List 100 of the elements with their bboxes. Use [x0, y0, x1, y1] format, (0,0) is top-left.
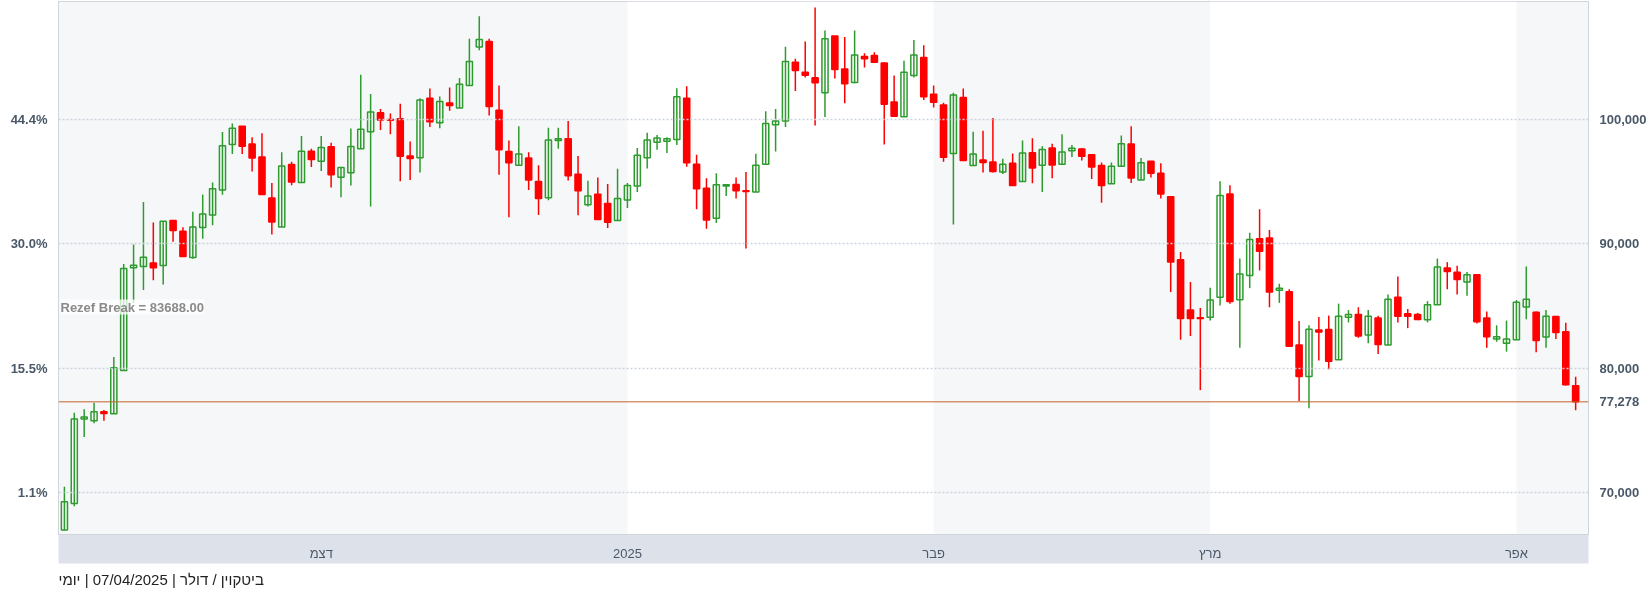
- candlestick: [1028, 137, 1037, 185]
- y2-tick-label: 15.5%: [10, 360, 48, 376]
- candlestick: [1097, 161, 1106, 204]
- candlestick: [603, 183, 612, 229]
- candlestick: [821, 29, 829, 118]
- candlestick: [1186, 281, 1195, 337]
- y2-tick-label: 30.0%: [10, 236, 48, 252]
- candlestick: [613, 168, 622, 222]
- x-tick-label: אפר: [1504, 545, 1528, 561]
- candlestick: [998, 158, 1007, 175]
- candlestick: [366, 93, 375, 208]
- candlestick: [80, 408, 88, 438]
- y2-tick-label: 44.4%: [10, 112, 48, 128]
- candlestick: [189, 210, 197, 260]
- candlestick: [139, 201, 148, 291]
- candlestick: [771, 108, 780, 153]
- candlestick: [989, 117, 997, 174]
- candlestick: [248, 136, 256, 173]
- candlestick: [722, 184, 731, 197]
- candlestick: [1482, 310, 1491, 349]
- candlestick: [742, 171, 750, 250]
- candlestick: [752, 152, 760, 193]
- candlestick: [514, 125, 523, 166]
- candlestick: [110, 356, 118, 415]
- candlestick: [90, 401, 98, 425]
- candlestick: [840, 36, 849, 104]
- x-tick-label: דצמ: [309, 545, 333, 561]
- candlestick: [1018, 139, 1027, 183]
- candlestick: [1068, 144, 1076, 158]
- candlestick: [712, 172, 721, 224]
- candlestick: [268, 182, 276, 236]
- candlestick: [544, 127, 553, 202]
- candlestick: [534, 164, 543, 216]
- candlestick: [781, 45, 790, 128]
- candlestick: [1255, 208, 1264, 272]
- candlestick: [761, 110, 770, 166]
- y-tick-label: 70,000: [1599, 484, 1640, 500]
- candlestick: [228, 122, 237, 155]
- candlestick: [949, 92, 958, 226]
- candlestick: [1394, 275, 1402, 324]
- candlestick: [801, 40, 810, 79]
- candlestick: [1522, 265, 1531, 320]
- candlestick: [900, 60, 908, 118]
- candlestick: [584, 180, 592, 208]
- candlestick: [1305, 324, 1313, 409]
- candlestick: [623, 182, 632, 209]
- candlestick: [356, 74, 365, 150]
- candlestick: [198, 193, 207, 240]
- candlestick: [297, 135, 306, 184]
- candlestick: [169, 219, 177, 243]
- y-tick-label: 100,000: [1599, 112, 1647, 128]
- candlestick: [732, 176, 740, 200]
- candlestick: [455, 77, 464, 109]
- candlestick: [416, 97, 424, 174]
- candlestick: [1008, 152, 1017, 187]
- candlestick: [475, 15, 484, 52]
- candlestick: [1364, 309, 1373, 345]
- candlestick: [337, 166, 345, 199]
- candlestick: [850, 29, 859, 84]
- candlestick: [317, 135, 326, 172]
- candlestick: [1196, 307, 1205, 391]
- candlestick: [406, 140, 414, 181]
- candlestick: [1512, 299, 1521, 341]
- candlestick: [1384, 293, 1392, 346]
- candlestick: [1275, 283, 1284, 304]
- candlestick: [1552, 315, 1560, 340]
- candlestick: [1245, 231, 1254, 289]
- candlestick: [653, 134, 661, 151]
- candlestick: [811, 6, 819, 127]
- candlestick: [70, 411, 79, 507]
- candlestick: [1048, 142, 1056, 180]
- candlestick: [929, 84, 938, 109]
- candlestick: [376, 108, 385, 131]
- candlestick: [1107, 161, 1116, 185]
- candlestick: [1058, 133, 1066, 166]
- candlestick: [1157, 162, 1165, 200]
- candlestick: [1433, 257, 1442, 306]
- candlestick: [969, 131, 977, 167]
- ref-line-label: 77,278: [1599, 394, 1640, 410]
- candlestick: [1117, 134, 1126, 168]
- candlestick: [1542, 309, 1550, 349]
- candlestick: [979, 129, 987, 174]
- x-tick-label: מרץ: [1198, 545, 1222, 561]
- candlestick: [159, 220, 168, 286]
- candlestick: [1087, 154, 1096, 180]
- candlestick: [524, 151, 533, 191]
- candlestick: [100, 409, 108, 422]
- candlestick: [60, 485, 69, 532]
- candlestick: [218, 131, 227, 196]
- candlestick: [574, 155, 582, 216]
- candlestick: [1453, 265, 1461, 296]
- annotation: Rezef Break = 83688.00: [60, 299, 204, 315]
- candlestick: [1315, 316, 1323, 362]
- candlestick: [673, 87, 681, 146]
- candlestick: [1502, 319, 1511, 353]
- candlestick: [1038, 145, 1047, 193]
- candlestick: [445, 86, 454, 112]
- y2-tick-label: 1.1%: [17, 484, 48, 500]
- candlestick: [1403, 308, 1412, 329]
- candlestick: [435, 95, 444, 129]
